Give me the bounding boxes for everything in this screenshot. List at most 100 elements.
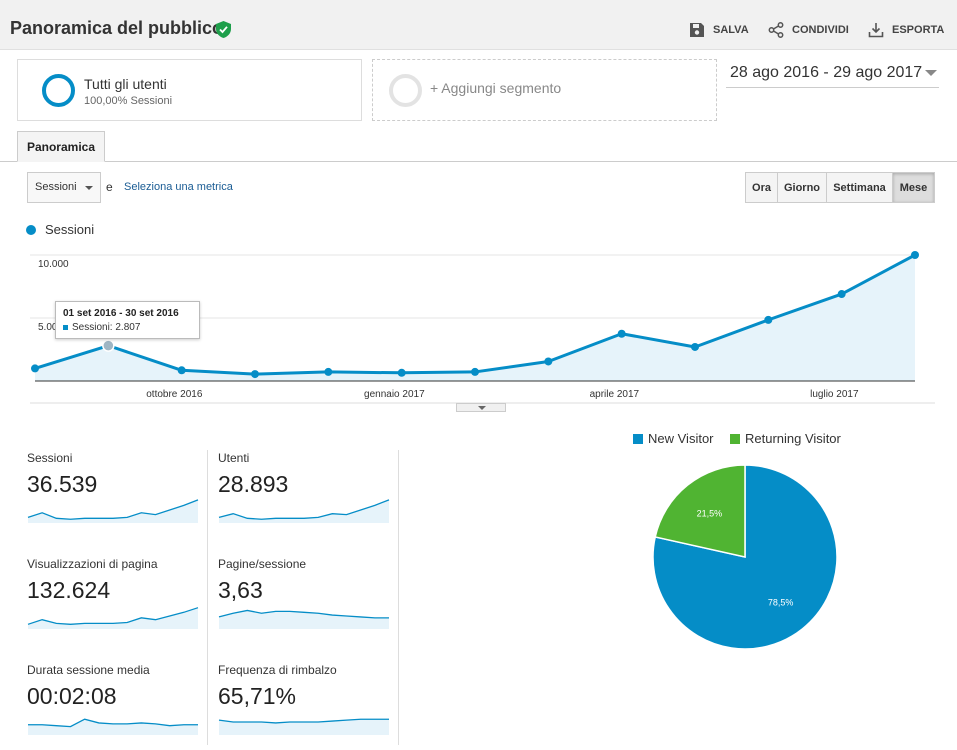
segment-all-users[interactable]: Tutti gli utenti 100,00% Sessioni bbox=[17, 59, 362, 121]
legend-dot-icon bbox=[26, 224, 36, 235]
pie-legend-label: Returning Visitor bbox=[745, 431, 841, 446]
scorecard-label: Pagine/sessione bbox=[218, 557, 307, 571]
scorecard-value: 36.539 bbox=[27, 471, 98, 497]
metric-dropdown[interactable]: Sessioni bbox=[27, 172, 101, 203]
segment-name: Tutti gli utenti bbox=[84, 76, 167, 92]
verified-shield-icon bbox=[216, 21, 231, 38]
sparkline-line bbox=[28, 718, 198, 728]
scorecard-label: Utenti bbox=[218, 451, 250, 465]
scorecard-value: 28.893 bbox=[218, 471, 289, 497]
select-metric-link[interactable]: Seleziona una metrica bbox=[124, 181, 233, 193]
period-hour-button[interactable]: Ora bbox=[746, 173, 778, 202]
sparkline-area bbox=[219, 610, 389, 629]
scorecard-pageviews[interactable]: Visualizzazioni di pagina 132.624 bbox=[27, 557, 207, 645]
visitor-type-pie-chart: 78,5% 21,5% bbox=[652, 464, 838, 650]
scorecard-users[interactable]: Utenti 28.893 bbox=[218, 451, 398, 539]
pie-legend-returning: Returning Visitor bbox=[730, 431, 841, 446]
legend-label: Sessioni bbox=[45, 222, 95, 237]
sparkline-area bbox=[28, 607, 198, 629]
data-point bbox=[691, 342, 699, 351]
data-point bbox=[617, 329, 626, 338]
data-point bbox=[324, 367, 333, 376]
data-point bbox=[471, 367, 479, 376]
x-tick-label: ottobre 2016 bbox=[146, 389, 203, 400]
pie-slice-label: 21,5% bbox=[697, 508, 723, 518]
scorecard-label: Sessioni bbox=[27, 451, 73, 465]
sparkline-line bbox=[218, 499, 390, 520]
metric-dropdown-value: Sessioni bbox=[35, 181, 77, 193]
save-button[interactable]: SALVA bbox=[689, 20, 749, 40]
scorecard-sparkline bbox=[27, 607, 199, 629]
sessions-line-chart: 10.000 5.000 ottobre 2016 gennaio 2017 april… bbox=[30, 251, 935, 404]
scorecard-pages-per-session[interactable]: Pagine/sessione 3,63 bbox=[218, 557, 398, 645]
scorecard-sessions[interactable]: Sessioni 36.539 bbox=[27, 451, 207, 539]
data-point bbox=[837, 290, 846, 299]
data-point bbox=[397, 368, 406, 377]
save-icon bbox=[690, 23, 704, 37]
segment-ring-icon bbox=[42, 74, 75, 107]
share-icon bbox=[768, 22, 784, 38]
chevron-down-icon bbox=[478, 406, 486, 410]
data-point bbox=[764, 315, 773, 324]
export-button[interactable]: ESPORTA bbox=[868, 20, 944, 40]
tab-panoramica[interactable]: Panoramica bbox=[17, 131, 105, 162]
scorecard-divider bbox=[207, 450, 208, 745]
pie-legend-swatch bbox=[730, 433, 740, 444]
scorecard-divider bbox=[398, 450, 399, 745]
pie-legend-label: New Visitor bbox=[648, 431, 714, 446]
data-point bbox=[177, 366, 186, 375]
chart-tooltip: 01 set 2016 - 30 set 2016 Sessioni: 2.80… bbox=[55, 301, 200, 339]
period-day-button[interactable]: Giorno bbox=[778, 173, 827, 202]
sparkline-line bbox=[218, 718, 389, 724]
export-label: ESPORTA bbox=[892, 24, 945, 36]
tooltip-series-swatch bbox=[63, 325, 68, 330]
period-toggle-group: Ora Giorno Settimana Mese bbox=[745, 172, 935, 203]
data-point bbox=[911, 251, 919, 259]
share-button[interactable]: CONDIVIDI bbox=[768, 20, 849, 40]
y-tick-label: 10.000 bbox=[38, 259, 69, 270]
add-segment-button[interactable]: + Aggiungi segmento bbox=[372, 59, 717, 121]
scorecard-label: Durata sessione media bbox=[27, 663, 150, 677]
scorecard-sparkline bbox=[218, 718, 389, 735]
scorecard-bounce-rate[interactable]: Frequenza di rimbalzo 65,71% bbox=[218, 663, 398, 750]
scorecard-value: 3,63 bbox=[218, 577, 263, 603]
tooltip-row: Sessioni: 2.807 bbox=[63, 322, 140, 333]
page-header: Panoramica del pubblico SALVA CONDIVIDI … bbox=[0, 0, 957, 50]
x-tick-label: aprile 2017 bbox=[590, 389, 640, 400]
tab-divider bbox=[0, 161, 957, 162]
data-point bbox=[544, 357, 553, 366]
y-tick-label: 5.000 bbox=[38, 322, 63, 333]
scorecard-sparkline bbox=[27, 499, 199, 523]
period-month-button[interactable]: Mese bbox=[893, 173, 934, 202]
scorecard-value: 132.624 bbox=[27, 577, 111, 603]
and-text: e bbox=[106, 180, 113, 194]
sparkline-area bbox=[219, 719, 389, 735]
scorecard-value: 65,71% bbox=[218, 683, 297, 709]
scorecard-sparkline bbox=[218, 499, 390, 523]
data-point-highlighted bbox=[102, 339, 115, 352]
pie-slice-label: 78,5% bbox=[768, 598, 794, 608]
chart-legend: Sessioni bbox=[26, 222, 94, 237]
sparkline-area bbox=[28, 719, 198, 735]
x-tick-label: luglio 2017 bbox=[810, 389, 859, 400]
pie-slice bbox=[654, 464, 746, 558]
date-range-picker[interactable]: 28 ago 2016 - 29 ago 2017 bbox=[726, 64, 939, 88]
save-label: SALVA bbox=[713, 24, 749, 36]
period-week-button[interactable]: Settimana bbox=[827, 173, 893, 202]
export-icon bbox=[868, 23, 884, 38]
data-point bbox=[251, 370, 259, 379]
chart-expand-button[interactable] bbox=[456, 403, 506, 412]
chevron-down-icon bbox=[925, 70, 937, 76]
data-point bbox=[31, 364, 39, 373]
page-title: Panoramica del pubblico bbox=[10, 18, 224, 38]
empty-segment-ring-icon bbox=[389, 74, 422, 107]
sparkline-area bbox=[28, 499, 198, 523]
scorecard-avg-session-duration[interactable]: Durata sessione media 00:02:08 bbox=[27, 663, 207, 750]
tooltip-value: Sessioni: 2.807 bbox=[72, 322, 141, 333]
sparkline-line bbox=[27, 499, 199, 520]
pie-legend-new: New Visitor bbox=[633, 431, 714, 446]
pie-legend-swatch bbox=[633, 433, 643, 444]
x-tick-label: gennaio 2017 bbox=[364, 389, 425, 400]
sparkline-area bbox=[219, 499, 389, 523]
scorecard-value: 00:02:08 bbox=[27, 683, 117, 709]
